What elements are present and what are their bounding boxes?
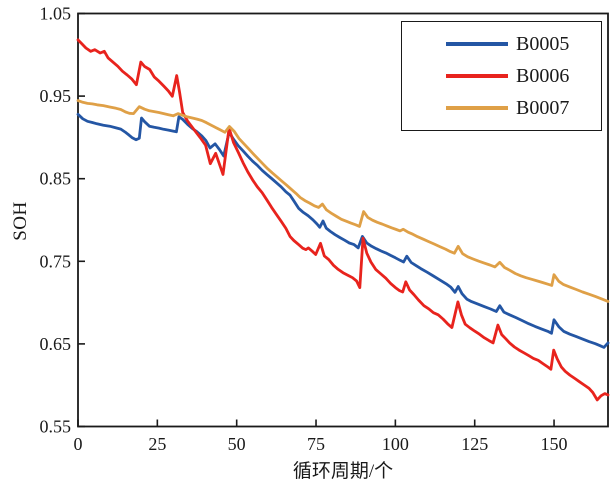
legend-label: B0005	[516, 33, 570, 55]
y-tick-label: 0.55	[40, 417, 72, 437]
y-tick-label: 1.05	[40, 4, 72, 24]
x-tick-label: 50	[228, 434, 246, 454]
x-tick-label: 100	[382, 434, 409, 454]
legend: B0005 B0006 B0007	[401, 21, 602, 131]
series-B0007	[76, 99, 610, 303]
series-B0006	[76, 38, 610, 402]
b0006-line-swatch	[446, 74, 508, 78]
b0007-line-swatch	[446, 106, 508, 110]
legend-item-b0007: B0007	[446, 93, 601, 123]
x-tick-label: 25	[148, 434, 166, 454]
x-axis-title: 循环周期/个	[292, 461, 394, 480]
y-tick-label: 0.85	[40, 169, 72, 189]
b0005-line-swatch	[446, 42, 508, 46]
y-tick-label: 0.75	[40, 251, 72, 271]
legend-item-b0005: B0005	[446, 29, 601, 59]
y-tick-label: 0.65	[40, 334, 72, 354]
x-tick-label: 0	[74, 434, 83, 454]
x-tick-label: 125	[461, 434, 488, 454]
axes-frame	[77, 12, 609, 428]
x-tick-label: 75	[307, 434, 325, 454]
legend-label: B0007	[516, 97, 570, 119]
series-B0005	[76, 112, 610, 349]
y-axis-title: SOH	[10, 201, 31, 241]
y-tick-label: 0.95	[40, 86, 72, 106]
x-tick-label: 150	[541, 434, 568, 454]
legend-label: B0006	[516, 65, 570, 87]
legend-item-b0006: B0006	[446, 61, 601, 91]
